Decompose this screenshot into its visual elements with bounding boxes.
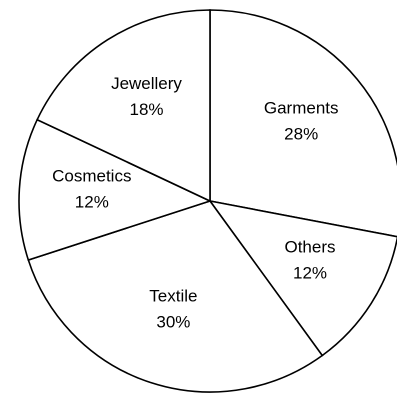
slice-label-garments: Garments [264,99,339,118]
pie-slice-textile [27,200,324,393]
slice-value-garments: 28% [284,125,318,144]
slice-label-jewellery: Jewellery [111,74,182,93]
slice-value-textile: 30% [156,313,190,332]
slice-value-jewellery: 18% [129,100,163,119]
pie-slice-cosmetics [18,118,213,262]
slice-label-cosmetics: Cosmetics [52,167,131,186]
slice-label-textile: Textile [149,287,197,306]
pie-slice-jewellery [36,9,211,203]
pie-slice-garments [209,9,397,238]
slice-value-others: 12% [293,264,327,283]
slice-value-cosmetics: 12% [75,193,109,212]
pie-slice-others [208,199,397,357]
slice-label-others: Others [284,238,335,257]
